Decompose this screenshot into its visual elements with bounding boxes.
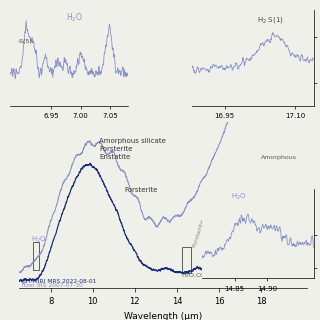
Text: H$_2$O,CO$_2$: H$_2$O,CO$_2$: [181, 271, 209, 280]
Text: H$_2$O: H$_2$O: [233, 209, 247, 218]
Text: Enstatite: Enstatite: [99, 154, 130, 160]
Text: Forsterite: Forsterite: [124, 188, 158, 194]
Text: JST-MIRI MRS 2022-08-01: JST-MIRI MRS 2022-08-01: [22, 279, 97, 284]
Text: H$_2$O: H$_2$O: [231, 192, 247, 202]
Text: Forsterite: Forsterite: [99, 146, 132, 152]
Text: Amorphous: Amorphous: [261, 155, 297, 160]
Text: H$_2$O: H$_2$O: [66, 12, 83, 24]
Bar: [33, 242, 38, 269]
Bar: [234, 217, 241, 240]
Text: Amorphous silicate: Amorphous silicate: [99, 138, 166, 144]
Bar: [182, 247, 190, 273]
Text: H$_2$O: H$_2$O: [31, 235, 46, 245]
Text: H$_2$ S(1): H$_2$ S(1): [258, 14, 284, 25]
Text: itzer IRS 2007-07-30: itzer IRS 2007-07-30: [22, 284, 83, 288]
Text: -S(5): -S(5): [17, 39, 32, 44]
Text: Forsterite: Forsterite: [192, 218, 206, 248]
X-axis label: Wavelength (μm): Wavelength (μm): [124, 312, 202, 320]
